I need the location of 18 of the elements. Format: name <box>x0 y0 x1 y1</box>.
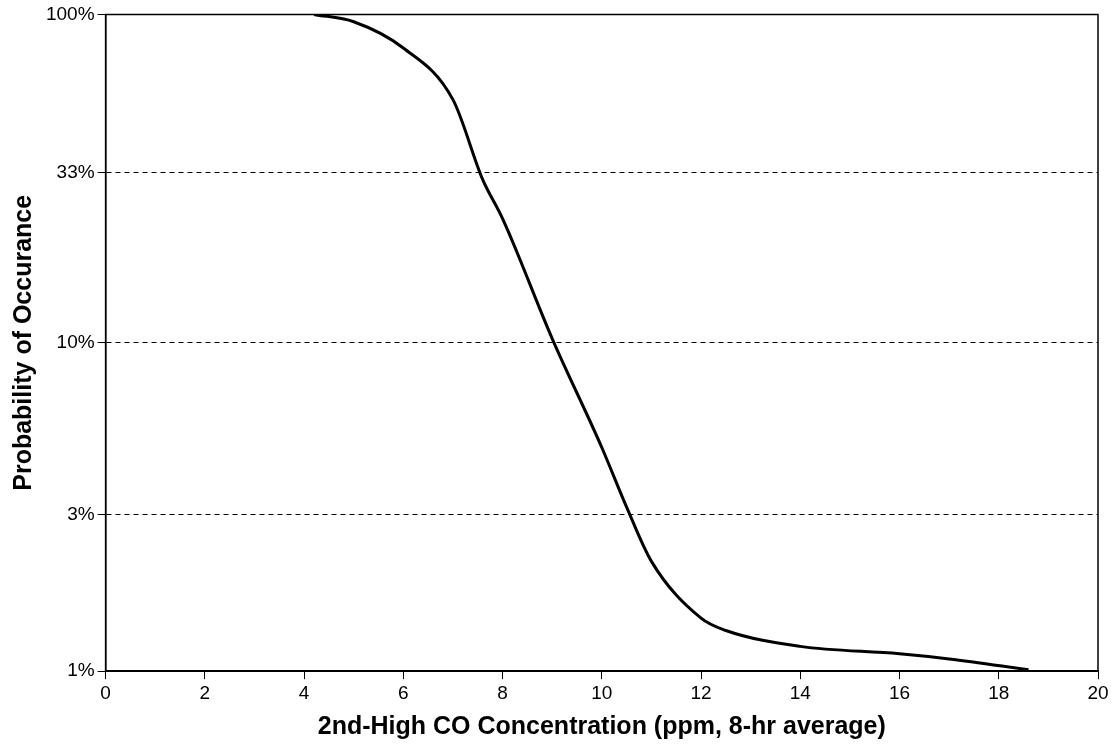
x-tick-label: 2 <box>199 681 211 703</box>
x-tick-label: 16 <box>888 681 911 703</box>
y-tick-label: 33% <box>56 160 95 182</box>
y-tick-label: 3% <box>67 502 95 524</box>
x-tick-label: 6 <box>398 681 409 703</box>
x-tick-label: 10 <box>591 681 613 703</box>
x-axis-title: 2nd-High CO Concentration (ppm, 8-hr average) <box>317 710 886 739</box>
y-tick-label: 1% <box>67 659 95 681</box>
x-tick-label: 12 <box>690 681 712 703</box>
y-tick-label: 100% <box>45 2 95 24</box>
y-axis-title: Probability of Occurance <box>7 194 36 491</box>
x-tick-label: 4 <box>298 681 310 703</box>
x-tick-label: 20 <box>1087 681 1109 703</box>
x-tick-label: 8 <box>497 681 508 703</box>
x-tick-label: 14 <box>789 681 812 703</box>
x-tick-label: 18 <box>988 681 1010 703</box>
y-tick-label: 10% <box>56 331 95 353</box>
x-tick-label: 0 <box>100 681 111 703</box>
